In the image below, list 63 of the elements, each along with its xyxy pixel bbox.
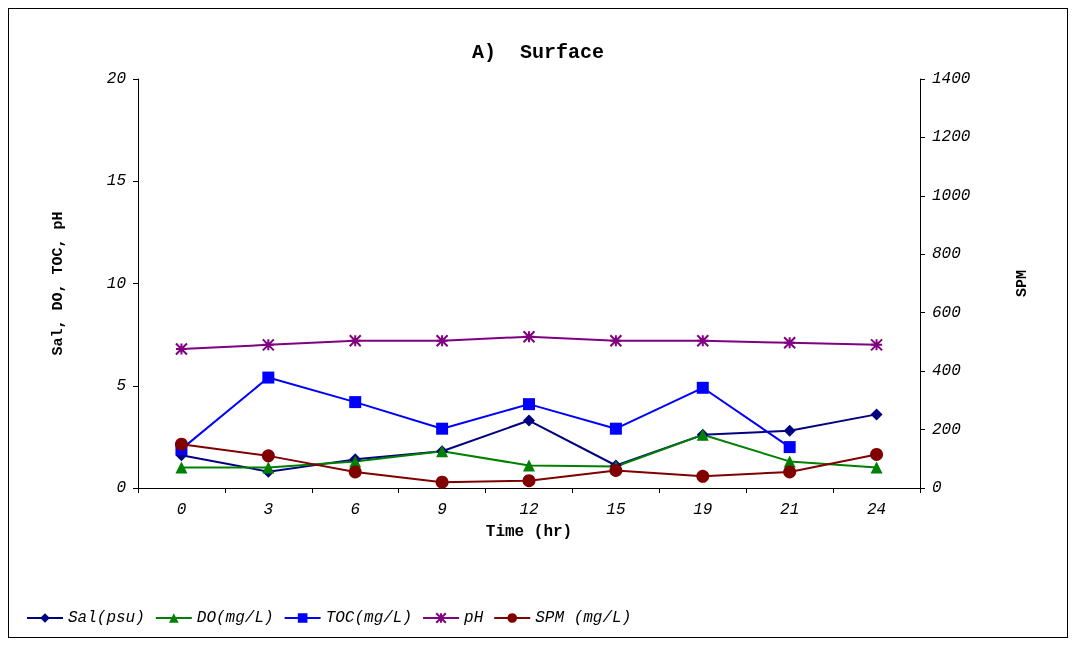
x-tick-label: 3 — [263, 501, 274, 519]
y-axis-title: Sal, DO, TOC, pH — [50, 211, 67, 356]
point — [870, 447, 884, 461]
point — [696, 381, 709, 394]
x-axis-title: Time (hr) — [485, 523, 573, 541]
point — [609, 334, 623, 348]
legend-label: SPM (mg/L) — [535, 609, 632, 627]
point — [783, 441, 796, 454]
point — [870, 338, 884, 352]
y2-tick-label: 0 — [932, 479, 942, 497]
point — [435, 334, 449, 348]
x-tick-label: 24 — [866, 501, 887, 519]
legend-label: TOC(mg/L) — [325, 609, 413, 627]
legend-label: Sal(psu) — [68, 609, 145, 627]
y2-tick-label: 1400 — [932, 70, 971, 88]
point — [522, 474, 536, 488]
point — [348, 465, 362, 479]
x-tick-label: 15 — [606, 501, 626, 519]
point — [174, 437, 188, 451]
point — [523, 414, 535, 427]
y-tick-label: 15 — [106, 172, 127, 191]
point — [783, 424, 796, 437]
y2-tick-label: 1000 — [932, 186, 971, 205]
point — [609, 422, 622, 435]
point — [349, 396, 362, 409]
point — [261, 449, 275, 463]
point — [435, 475, 449, 489]
y2-axis-title: SPM — [1014, 269, 1031, 298]
x-tick-label: 19 — [693, 501, 713, 519]
y2-tick-label: 800 — [932, 245, 962, 264]
point — [696, 334, 710, 348]
point — [783, 336, 797, 350]
legend-label: pH — [463, 609, 484, 627]
point — [783, 465, 797, 479]
x-tick-label: 9 — [437, 501, 447, 519]
y2-tick-label: 1200 — [932, 128, 971, 147]
x-tick-label: 6 — [350, 501, 361, 519]
point — [261, 338, 275, 352]
y-tick-label: 10 — [106, 274, 127, 293]
point — [522, 330, 536, 344]
point — [436, 422, 449, 435]
point — [523, 459, 535, 472]
point — [609, 463, 623, 477]
point — [174, 342, 188, 356]
y-tick-label: 20 — [106, 70, 127, 88]
point — [870, 461, 883, 474]
point — [262, 461, 275, 474]
point — [175, 461, 188, 474]
legend-label: DO(mg/L) — [196, 609, 274, 627]
x-tick-label: 0 — [176, 501, 187, 519]
point — [262, 371, 275, 384]
x-tick-label: 12 — [519, 501, 539, 519]
point — [870, 408, 883, 421]
point — [696, 469, 710, 483]
y2-tick-label: 600 — [932, 303, 962, 322]
y2-tick-label: 400 — [932, 362, 962, 381]
y2-tick-label: 200 — [932, 420, 962, 439]
point — [348, 334, 362, 348]
point — [523, 398, 535, 411]
chart-title: A) Surface — [471, 40, 605, 64]
y-tick-label: 5 — [116, 376, 127, 395]
y-tick-label: 0 — [116, 479, 127, 497]
x-tick-label: 21 — [780, 501, 800, 519]
